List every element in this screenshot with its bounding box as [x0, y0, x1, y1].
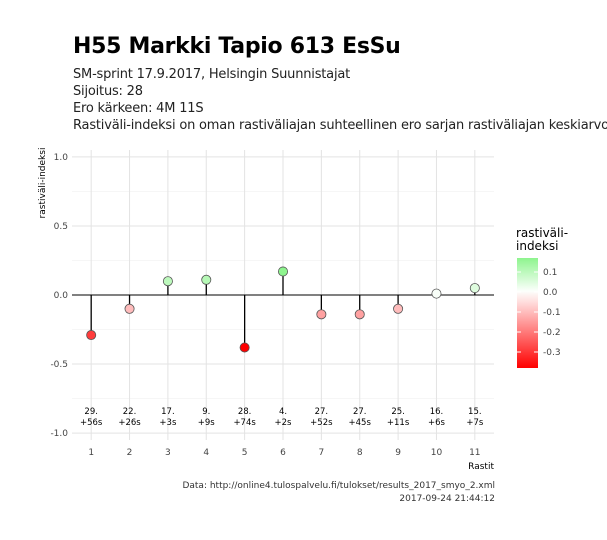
- rank-label-4: 9.: [202, 407, 210, 417]
- legend-tick-label: -0.1: [543, 308, 561, 318]
- rank-label-6: 4.: [279, 407, 287, 417]
- time-label-1: +56s: [80, 418, 103, 428]
- data-points: [86, 266, 480, 353]
- x-axis-label: Rastit: [468, 462, 494, 472]
- time-label-3: +3s: [159, 418, 177, 428]
- x-tick-label: 7: [318, 448, 324, 458]
- x-tick-label: 6: [280, 448, 286, 458]
- legend-tick-label: 0.0: [543, 288, 558, 298]
- y-axis-label: rastiväli-indeksi: [38, 148, 48, 219]
- y-tick-label: 0.0: [54, 291, 69, 301]
- x-tick-label: 2: [127, 448, 133, 458]
- rank-label-7: 27.: [315, 407, 329, 417]
- x-tick-label: 11: [469, 448, 480, 458]
- legend-title-line: rastiväli-: [516, 226, 568, 240]
- rank-label-10: 16.: [430, 407, 444, 417]
- time-label-11: +7s: [466, 418, 484, 428]
- time-label-2: +26s: [118, 418, 141, 428]
- data-point-5: [239, 342, 250, 353]
- rank-label-9: 25.: [391, 407, 405, 417]
- data-point-4: [201, 274, 212, 285]
- x-tick-label: 9: [395, 448, 401, 458]
- time-label-4: +9s: [198, 418, 216, 428]
- x-tick-label: 1: [88, 448, 94, 458]
- data-point-7: [316, 309, 327, 320]
- subtitle-line-1: SM-sprint 17.9.2017, Helsingin Suunnista…: [73, 67, 351, 82]
- data-point-6: [277, 266, 288, 277]
- x-tick-label: 3: [165, 448, 171, 458]
- point-labels: 29.+56s 22.+26s 17.+3s 9.+9s 28.+74s 4.+2s 27.…: [80, 407, 484, 428]
- rank-label-5: 28.: [238, 407, 252, 417]
- chart-title: H55 Markki Tapio 613 EsSu: [73, 34, 401, 59]
- rank-label-11: 15.: [468, 407, 482, 417]
- time-label-7: +52s: [310, 418, 333, 428]
- data-point-10: [431, 288, 442, 299]
- time-label-10: +6s: [428, 418, 446, 428]
- rank-label-1: 29.: [84, 407, 98, 417]
- data-point-2: [124, 303, 135, 314]
- time-label-6: +2s: [275, 418, 293, 428]
- data-point-9: [393, 303, 404, 314]
- x-tick-label: 5: [242, 448, 248, 458]
- legend-tick-label: 0.1: [543, 268, 557, 278]
- time-label-5: +74s: [233, 418, 256, 428]
- y-tick-label: 1.0: [54, 153, 69, 163]
- y-tick-label: -0.5: [50, 360, 68, 370]
- y-tick-label: 0.5: [54, 222, 68, 232]
- data-point-11: [469, 283, 480, 294]
- time-label-8: +45s: [349, 418, 372, 428]
- rank-label-8: 27.: [353, 407, 367, 417]
- x-axis-ticks: 1 2 3 4 5 6 7 8 9 10 11: [88, 448, 480, 458]
- subtitle-line-4: Rastiväli-indeksi on oman rastiväliajan …: [73, 118, 607, 133]
- rank-label-3: 17.: [161, 407, 175, 417]
- time-label-9: +11s: [387, 418, 410, 428]
- legend-colorbar: [517, 258, 538, 368]
- data-point-3: [162, 276, 173, 287]
- x-tick-label: 10: [431, 448, 443, 458]
- timestamp-caption: 2017-09-24 21:44:12: [399, 494, 495, 504]
- rank-label-2: 22.: [123, 407, 137, 417]
- y-tick-label: -1.0: [50, 429, 68, 439]
- data-point-8: [354, 309, 365, 320]
- x-tick-label: 4: [203, 448, 209, 458]
- subtitle-line-3: Ero kärkeen: 4M 11S: [73, 101, 204, 116]
- subtitle-line-2: Sijoitus: 28: [73, 84, 143, 99]
- data-source-caption: Data: http://online4.tulospalvelu.fi/tul…: [182, 481, 495, 491]
- color-legend: rastiväli-indeksi 0.1 0.0 -0.1 -0.2 -0.3: [516, 226, 568, 368]
- x-tick-label: 8: [357, 448, 363, 458]
- legend-tick-label: -0.2: [543, 328, 561, 338]
- data-point-1: [86, 330, 97, 341]
- legend-tick-label: -0.3: [543, 348, 561, 358]
- legend-title-line: indeksi: [516, 239, 558, 253]
- y-axis-ticks: -1.0 -0.5 0.0 0.5 1.0: [50, 153, 68, 439]
